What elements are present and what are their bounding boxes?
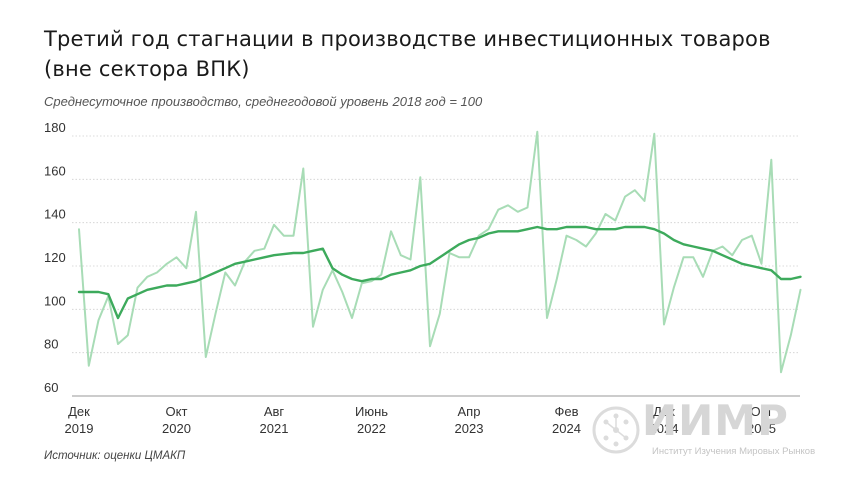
x-tick-year: 2021 bbox=[260, 421, 289, 436]
x-tick-year: 2023 bbox=[455, 421, 484, 436]
x-axis-ticks: Дек 2019 Окт 2020 Авг 2021 Июнь 2022 Апр 2023 Фев 2… bbox=[65, 404, 776, 436]
x-tick-month: Фев bbox=[554, 404, 578, 419]
x-tick-year: 2025 bbox=[747, 421, 776, 436]
x-tick-year: 2022 bbox=[357, 421, 386, 436]
y-tick-label: 180 bbox=[44, 120, 66, 135]
logo-name: ИИМР bbox=[642, 396, 789, 445]
series-line-monthly bbox=[78, 130, 802, 374]
x-tick-month: Авг bbox=[264, 404, 285, 419]
gridlines bbox=[72, 135, 800, 397]
logo-emblem-icon bbox=[592, 406, 640, 454]
x-tick-year: 2024 bbox=[650, 421, 679, 436]
source-note: Источник: оценки ЦМАКП bbox=[44, 450, 186, 462]
x-tick-month: Дек bbox=[653, 404, 675, 419]
x-tick-month: Окт bbox=[751, 404, 773, 419]
series-lines bbox=[77, 130, 802, 374]
x-tick-year: 2020 bbox=[162, 421, 191, 436]
x-tick-month: Апр bbox=[458, 404, 481, 419]
y-tick-label: 120 bbox=[44, 250, 66, 265]
x-tick-year: 2019 bbox=[65, 421, 94, 436]
y-tick-label: 100 bbox=[44, 293, 66, 308]
x-tick-year: 2024 bbox=[552, 421, 581, 436]
y-tick-label: 60 bbox=[44, 380, 58, 395]
logo-caption: Институт Изучения Мировых Рынков bbox=[652, 446, 816, 457]
y-tick-label: 80 bbox=[44, 337, 58, 352]
series-line-trend bbox=[77, 225, 802, 320]
y-axis-ticks: 60 80 100 120 140 160 180 bbox=[44, 120, 66, 395]
x-tick-month: Окт bbox=[166, 404, 188, 419]
x-tick-month: Июнь bbox=[355, 404, 388, 419]
x-tick-month: Дек bbox=[68, 404, 90, 419]
chart-subtitle: Среднесуточное производство, среднегодов… bbox=[44, 94, 483, 109]
y-tick-label: 140 bbox=[44, 207, 66, 222]
chart-title: Третий год стагнации в производстве инве… bbox=[44, 27, 771, 81]
y-tick-label: 160 bbox=[44, 163, 66, 178]
